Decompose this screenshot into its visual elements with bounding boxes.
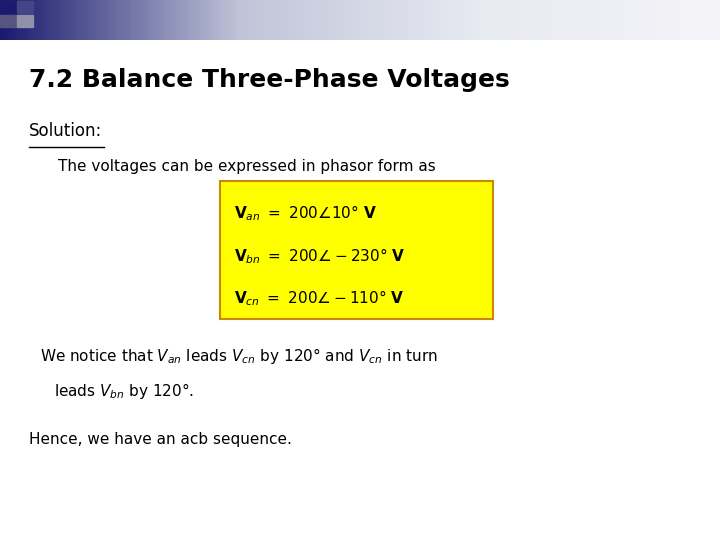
Text: We notice that $V_{an}$ leads $V_{cn}$ by 120° and $V_{cn}$ in turn: We notice that $V_{an}$ leads $V_{cn}$ b… bbox=[40, 346, 438, 366]
Bar bbox=[0, 16, 16, 28]
Text: The voltages can be expressed in phasor form as: The voltages can be expressed in phasor … bbox=[58, 159, 436, 174]
Text: 7.2 Balance Three-Phase Voltages: 7.2 Balance Three-Phase Voltages bbox=[29, 68, 510, 91]
Text: $\mathbf{V}_{bn}\ =\ 200\angle -230°\ \mathbf{V}$: $\mathbf{V}_{bn}\ =\ 200\angle -230°\ \m… bbox=[234, 247, 405, 266]
Text: $\mathbf{V}_{an}\ =\ 200\angle 10°\ \mathbf{V}$: $\mathbf{V}_{an}\ =\ 200\angle 10°\ \mat… bbox=[234, 204, 377, 223]
Text: leads $V_{bn}$ by 120°.: leads $V_{bn}$ by 120°. bbox=[54, 381, 194, 401]
Bar bbox=[17, 16, 33, 28]
Bar bbox=[17, 1, 33, 13]
Text: Hence, we have an acb sequence.: Hence, we have an acb sequence. bbox=[29, 432, 292, 447]
Bar bbox=[0, 1, 16, 13]
Text: Solution:: Solution: bbox=[29, 122, 102, 139]
Text: $\mathbf{V}_{cn}\ =\ 200\angle -110°\ \mathbf{V}$: $\mathbf{V}_{cn}\ =\ 200\angle -110°\ \m… bbox=[234, 288, 405, 308]
FancyBboxPatch shape bbox=[220, 181, 493, 319]
